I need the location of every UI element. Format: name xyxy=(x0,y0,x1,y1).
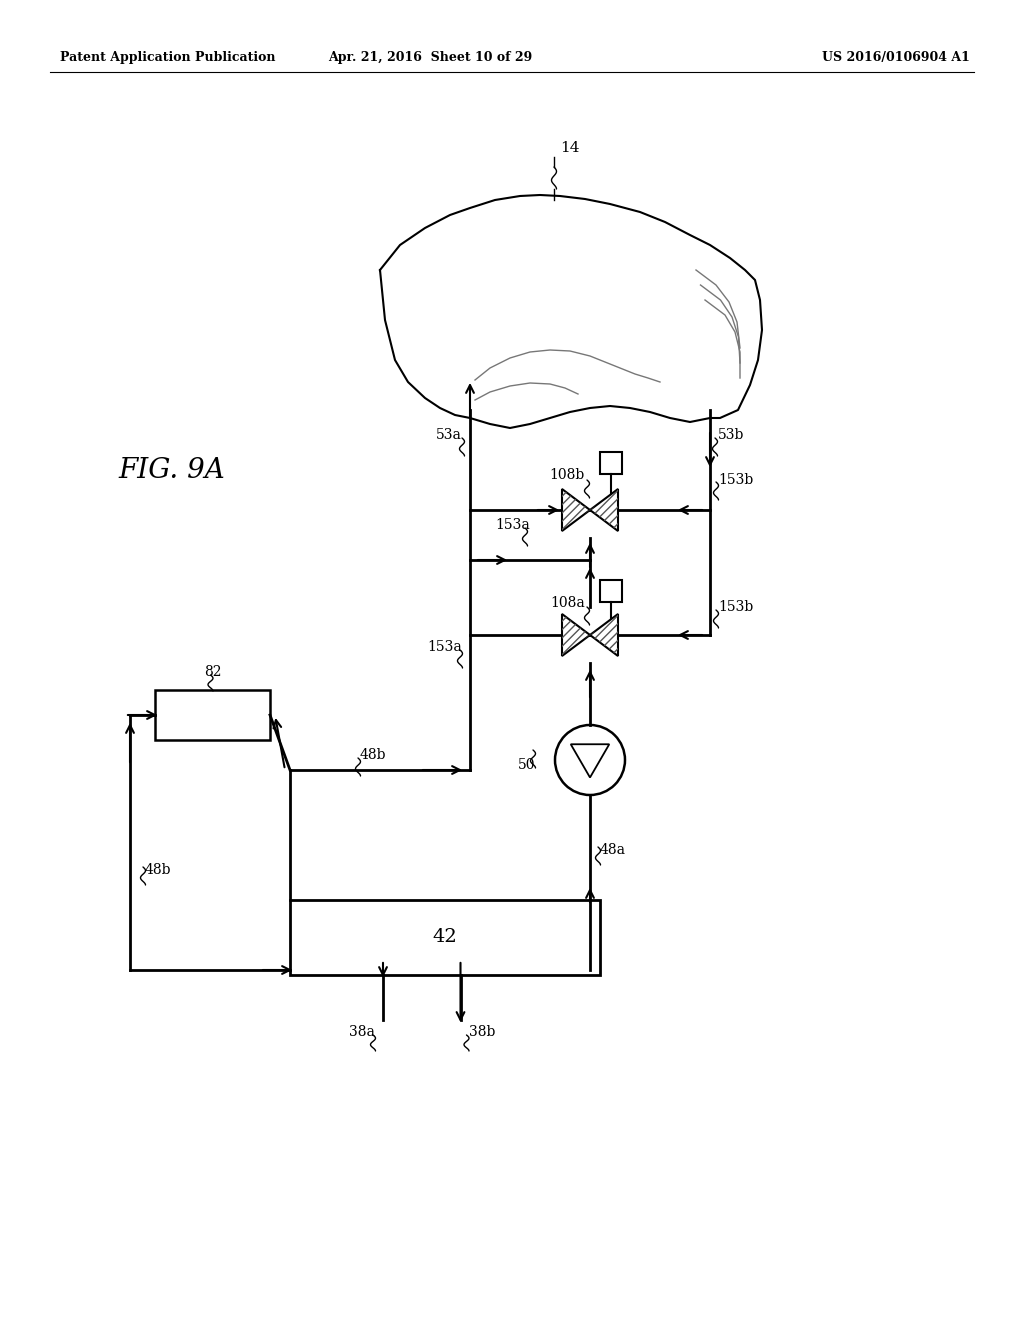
Polygon shape xyxy=(590,488,618,531)
Text: 153a: 153a xyxy=(496,517,530,532)
Text: 48b: 48b xyxy=(360,748,386,762)
Text: 42: 42 xyxy=(432,928,458,946)
Polygon shape xyxy=(562,488,590,531)
Polygon shape xyxy=(562,614,590,656)
Text: 153b: 153b xyxy=(718,473,754,487)
Text: Patent Application Publication: Patent Application Publication xyxy=(60,51,275,65)
Polygon shape xyxy=(590,614,618,656)
Text: Apr. 21, 2016  Sheet 10 of 29: Apr. 21, 2016 Sheet 10 of 29 xyxy=(328,51,532,65)
Text: 108a: 108a xyxy=(550,597,585,610)
Text: 38a: 38a xyxy=(349,1026,375,1039)
Text: 48a: 48a xyxy=(600,843,626,857)
Text: 153a: 153a xyxy=(427,640,462,653)
Bar xyxy=(155,690,270,741)
Text: 48b: 48b xyxy=(145,863,171,876)
Text: 38b: 38b xyxy=(469,1026,495,1039)
Text: 14: 14 xyxy=(560,141,580,154)
Text: 50: 50 xyxy=(517,758,535,772)
Bar xyxy=(600,451,622,474)
Text: 153b: 153b xyxy=(718,601,754,614)
Text: FIG. 9A: FIG. 9A xyxy=(119,457,225,483)
Text: 82: 82 xyxy=(204,665,221,678)
Bar xyxy=(290,900,600,975)
Text: 53a: 53a xyxy=(436,428,462,442)
Text: 53b: 53b xyxy=(718,428,744,442)
Bar xyxy=(600,579,622,602)
Text: US 2016/0106904 A1: US 2016/0106904 A1 xyxy=(822,51,970,65)
Polygon shape xyxy=(570,744,609,777)
Text: 108b: 108b xyxy=(550,469,585,482)
